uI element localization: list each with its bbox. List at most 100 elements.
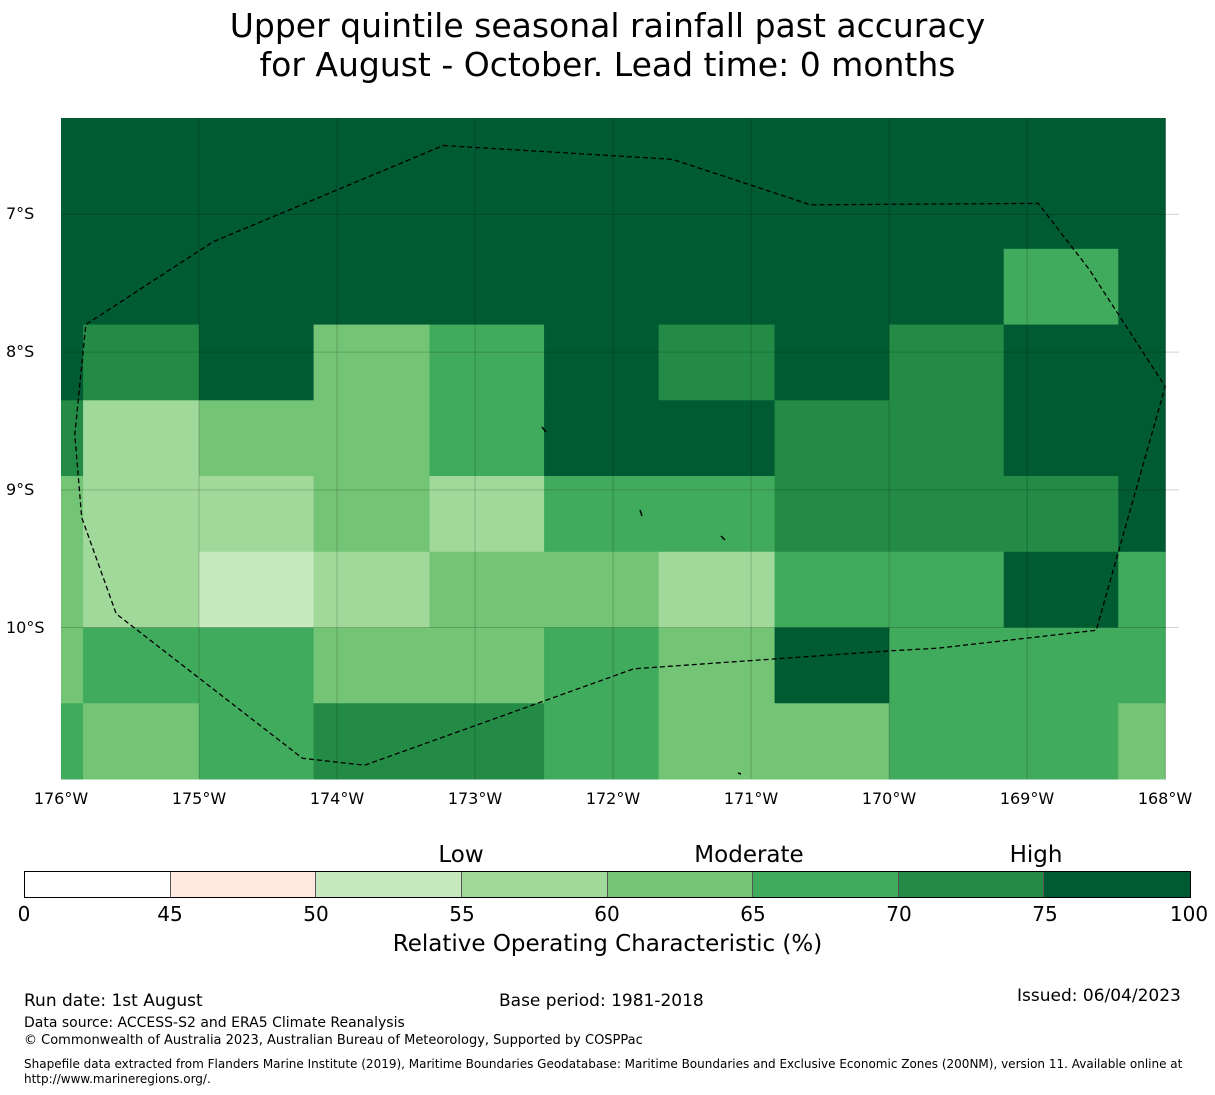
map-cell bbox=[774, 400, 890, 477]
map-cell bbox=[429, 703, 545, 780]
map-cell bbox=[199, 400, 315, 477]
map-cell bbox=[83, 118, 200, 250]
map-cell bbox=[544, 551, 660, 629]
map-cell bbox=[1118, 551, 1166, 629]
map-cell bbox=[313, 551, 431, 629]
island-mark bbox=[720, 535, 726, 541]
colorbar-segment bbox=[753, 872, 899, 897]
map-cell bbox=[544, 627, 660, 704]
map-cell bbox=[429, 476, 545, 553]
map-cell bbox=[61, 627, 84, 704]
map-cell bbox=[1003, 324, 1119, 401]
map-cell bbox=[429, 627, 545, 704]
lat-label-9s: 9°S bbox=[6, 480, 35, 499]
map-cell bbox=[889, 324, 1005, 401]
map-cell bbox=[774, 476, 890, 553]
rainfall-accuracy-map bbox=[61, 118, 1179, 780]
lon-label-168w: 168°W bbox=[1137, 789, 1193, 808]
colorbar-segment bbox=[461, 872, 608, 897]
legend-category-high: High bbox=[1009, 842, 1063, 868]
map-cell bbox=[61, 400, 84, 477]
map-cell bbox=[61, 703, 84, 780]
island-mark bbox=[541, 426, 547, 433]
colorbar-segment bbox=[607, 872, 754, 897]
map-cell bbox=[1003, 551, 1119, 629]
map-cell bbox=[774, 551, 890, 629]
map-grid-cells bbox=[61, 118, 1166, 780]
lon-label-171w: 171°W bbox=[723, 789, 779, 808]
colorbar-tick: 50 bbox=[303, 902, 329, 926]
chart-title: Upper quintile seasonal rainfall past ac… bbox=[0, 6, 1215, 84]
colorbar-title: Relative Operating Characteristic (%) bbox=[392, 931, 823, 957]
map-cell bbox=[313, 118, 431, 250]
title-line-2: for August - October. Lead time: 0 month… bbox=[259, 45, 956, 84]
colorbar-tick: 75 bbox=[1032, 902, 1058, 926]
map-cell bbox=[1118, 118, 1166, 250]
map-cell bbox=[658, 476, 776, 553]
map-cell bbox=[1118, 476, 1166, 553]
lon-label-173w: 173°W bbox=[447, 789, 503, 808]
map-cell bbox=[199, 324, 315, 401]
map-cell bbox=[1118, 400, 1166, 477]
map-cell bbox=[1003, 248, 1119, 326]
map-cell bbox=[774, 627, 890, 704]
colorbar-segment bbox=[25, 872, 171, 897]
map-cell bbox=[889, 476, 1005, 553]
map-cell bbox=[544, 400, 660, 477]
map-cell bbox=[313, 476, 431, 553]
lon-label-169w: 169°W bbox=[999, 789, 1055, 808]
map-cell bbox=[61, 324, 84, 401]
map-cell bbox=[658, 118, 776, 250]
copyright: © Commonwealth of Australia 2023, Austra… bbox=[24, 1033, 643, 1048]
map-cell bbox=[429, 551, 545, 629]
map-cell bbox=[1118, 703, 1166, 780]
shapefile-credit: Shapefile data extracted from Flanders M… bbox=[24, 1057, 1183, 1086]
legend-category-moderate: Moderate bbox=[694, 842, 804, 868]
map-cell bbox=[83, 324, 200, 401]
lon-label-172w: 172°W bbox=[585, 789, 641, 808]
map-cell bbox=[1118, 248, 1166, 326]
map-cell bbox=[544, 118, 660, 250]
lat-label-10s: 10°S bbox=[6, 618, 45, 637]
map-cell bbox=[199, 248, 315, 326]
lat-label-7s: 7°S bbox=[6, 204, 35, 223]
colorbar-segment bbox=[316, 872, 462, 897]
map-cell bbox=[83, 627, 200, 704]
map-cell bbox=[544, 703, 660, 780]
map-cell bbox=[83, 248, 200, 326]
eez-boundary bbox=[74, 144, 1166, 766]
map-cell bbox=[658, 324, 776, 401]
map-cell bbox=[199, 118, 315, 250]
map-cell bbox=[313, 703, 431, 780]
map-cell bbox=[83, 551, 200, 629]
map-cell bbox=[1003, 476, 1119, 553]
map-cell bbox=[889, 627, 1005, 704]
lat-label-8s: 8°S bbox=[6, 342, 35, 361]
map-cell bbox=[313, 248, 431, 326]
map-cell bbox=[774, 118, 890, 250]
map-cell bbox=[429, 248, 545, 326]
map-cell bbox=[774, 324, 890, 401]
colorbar bbox=[24, 871, 1191, 898]
map-cell bbox=[658, 400, 776, 477]
island-marks bbox=[541, 426, 742, 775]
issued-date: Issued: 06/04/2023 bbox=[1017, 986, 1181, 1006]
map-cell bbox=[429, 118, 545, 250]
map-cell bbox=[774, 703, 890, 780]
lon-label-170w: 170°W bbox=[861, 789, 917, 808]
colorbar-tick: 0 bbox=[17, 902, 31, 926]
lon-label-176w: 176°W bbox=[33, 789, 89, 808]
map-cell bbox=[83, 703, 200, 780]
colorbar-tick: 45 bbox=[157, 902, 183, 926]
map-cell bbox=[199, 627, 315, 704]
map-cell bbox=[199, 476, 315, 553]
legend-category-low: Low bbox=[438, 842, 484, 868]
map-cell bbox=[313, 324, 431, 401]
map-cell bbox=[429, 400, 545, 477]
colorbar-segment bbox=[170, 872, 317, 897]
colorbar-tick: 70 bbox=[886, 902, 912, 926]
map-cell bbox=[1003, 703, 1119, 780]
map-cell bbox=[199, 703, 315, 780]
map-cell bbox=[1118, 324, 1166, 401]
map-cell bbox=[889, 703, 1005, 780]
